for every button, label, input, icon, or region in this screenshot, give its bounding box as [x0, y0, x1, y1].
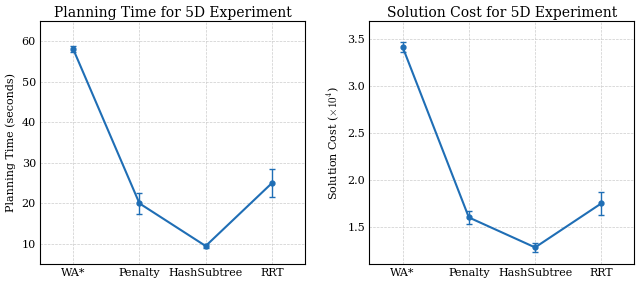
Title: Planning Time for 5D Experiment: Planning Time for 5D Experiment	[54, 6, 291, 20]
Y-axis label: Solution Cost ($\times 10^4$): Solution Cost ($\times 10^4$)	[326, 85, 342, 200]
Title: Solution Cost for 5D Experiment: Solution Cost for 5D Experiment	[387, 6, 617, 20]
Y-axis label: Planning Time (seconds): Planning Time (seconds)	[6, 73, 16, 212]
